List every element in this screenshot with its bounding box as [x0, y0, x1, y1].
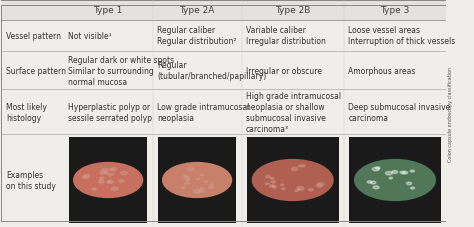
Circle shape	[389, 178, 392, 179]
Circle shape	[265, 175, 270, 178]
Circle shape	[402, 172, 408, 174]
Circle shape	[265, 183, 269, 185]
Circle shape	[253, 160, 333, 200]
Circle shape	[298, 189, 301, 190]
Circle shape	[188, 168, 194, 171]
Bar	[1, 52, 446, 90]
Circle shape	[367, 181, 372, 183]
Circle shape	[193, 190, 200, 193]
Circle shape	[309, 189, 313, 191]
Circle shape	[406, 182, 411, 185]
Text: Not visible¹: Not visible¹	[68, 32, 112, 41]
Circle shape	[110, 169, 113, 171]
Circle shape	[99, 180, 104, 183]
Bar	[1, 1, 446, 20]
Circle shape	[82, 176, 88, 179]
Text: Loose vessel areas
Interruption of thick vessels: Loose vessel areas Interruption of thick…	[348, 26, 456, 46]
Text: Hyperplastic polyp or
sessile serrated polyp: Hyperplastic polyp or sessile serrated p…	[68, 102, 152, 122]
Text: Regular dark or white spots
Similar to surrounding
normal mucosa: Regular dark or white spots Similar to s…	[68, 55, 174, 86]
Circle shape	[376, 167, 380, 169]
Text: Variable caliber
Irregular distribution: Variable caliber Irregular distribution	[246, 26, 326, 46]
Circle shape	[199, 190, 204, 192]
Text: Regular
(tubular/branched/papillary): Regular (tubular/branched/papillary)	[157, 61, 266, 81]
Circle shape	[108, 181, 113, 183]
Circle shape	[92, 188, 96, 190]
Circle shape	[209, 186, 213, 189]
Circle shape	[297, 187, 304, 190]
Circle shape	[318, 183, 324, 186]
Circle shape	[355, 160, 435, 200]
Text: Type 1: Type 1	[93, 6, 123, 15]
Circle shape	[385, 172, 392, 175]
Circle shape	[316, 185, 322, 187]
Circle shape	[200, 188, 203, 189]
Circle shape	[121, 172, 128, 175]
Circle shape	[111, 187, 118, 191]
Text: Colon capsule endoscopy classification: Colon capsule endoscopy classification	[447, 66, 453, 161]
Circle shape	[270, 178, 274, 180]
Text: Deep submucosal invasive
carcinoma: Deep submucosal invasive carcinoma	[348, 102, 451, 122]
Circle shape	[196, 178, 200, 180]
Text: Examples
on this study: Examples on this study	[6, 170, 56, 190]
Text: Type 2A: Type 2A	[179, 6, 215, 15]
Circle shape	[295, 190, 298, 192]
Circle shape	[101, 169, 109, 173]
Circle shape	[185, 182, 190, 185]
Circle shape	[272, 186, 276, 188]
Text: Type 2B: Type 2B	[275, 6, 310, 15]
Circle shape	[185, 177, 189, 178]
Circle shape	[73, 163, 143, 197]
Circle shape	[410, 187, 415, 189]
Circle shape	[163, 163, 231, 197]
Circle shape	[182, 187, 185, 189]
Circle shape	[108, 174, 113, 176]
Text: Surface pattern: Surface pattern	[6, 67, 66, 75]
Circle shape	[84, 175, 90, 178]
Circle shape	[281, 184, 284, 186]
Text: Amorphous areas: Amorphous areas	[348, 67, 416, 75]
Circle shape	[100, 172, 105, 174]
Circle shape	[111, 168, 117, 171]
Circle shape	[282, 188, 285, 190]
Text: Type 3: Type 3	[380, 6, 410, 15]
Text: Vessel pattern: Vessel pattern	[6, 32, 61, 41]
Circle shape	[204, 181, 208, 183]
Circle shape	[99, 177, 104, 180]
Text: Most likely
histology: Most likely histology	[6, 102, 47, 122]
Bar	[158, 138, 236, 223]
Circle shape	[301, 165, 305, 167]
Circle shape	[392, 171, 398, 174]
Text: Low grade intramucosal
neoplasia: Low grade intramucosal neoplasia	[157, 102, 249, 122]
Circle shape	[400, 171, 405, 174]
Circle shape	[107, 181, 111, 183]
Text: High grade intramucosal
neoplasia or shallow
submucosal invasive
carcinoma³: High grade intramucosal neoplasia or sha…	[246, 91, 341, 133]
Circle shape	[183, 175, 188, 177]
Bar	[446, 6, 454, 221]
Bar	[1, 90, 446, 135]
Bar	[247, 138, 338, 223]
Circle shape	[210, 184, 213, 186]
Circle shape	[271, 181, 275, 183]
Circle shape	[292, 168, 298, 171]
Circle shape	[371, 181, 376, 184]
Bar	[69, 138, 147, 223]
Circle shape	[372, 168, 379, 171]
Text: Regular caliber
Regular distribution²: Regular caliber Regular distribution²	[157, 26, 237, 46]
Bar	[349, 138, 441, 223]
Circle shape	[201, 175, 203, 176]
Circle shape	[119, 180, 124, 183]
Circle shape	[105, 173, 108, 174]
Circle shape	[410, 170, 414, 172]
Circle shape	[269, 185, 274, 188]
Circle shape	[373, 186, 379, 189]
Circle shape	[298, 165, 301, 167]
Bar	[1, 20, 446, 52]
Text: Irregular or obscure: Irregular or obscure	[246, 67, 322, 75]
Circle shape	[185, 178, 190, 181]
Bar	[1, 135, 446, 226]
